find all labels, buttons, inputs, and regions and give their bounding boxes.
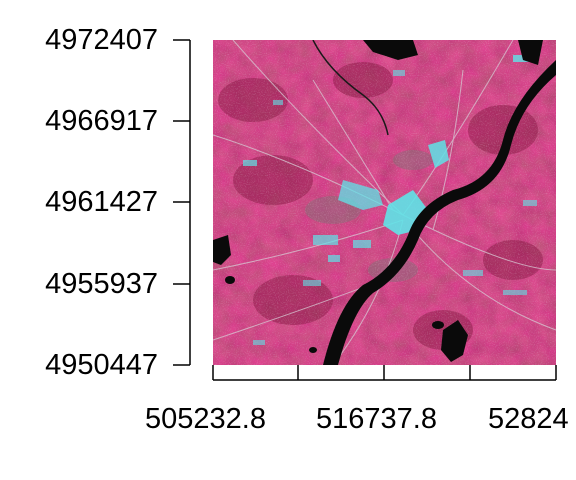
road-speckle	[213, 40, 556, 365]
satellite-raster	[213, 40, 556, 365]
stream	[312, 40, 389, 136]
y-tick-label: 4961427	[45, 186, 158, 218]
water-bodies	[213, 40, 543, 362]
y-tick-label: 4972407	[45, 24, 158, 56]
river	[323, 60, 556, 365]
y-tick-label: 4950447	[45, 349, 158, 381]
y-tick-label: 4955937	[45, 268, 158, 300]
x-tick-label: 505232.8	[145, 403, 266, 435]
urban-areas	[243, 55, 537, 345]
x-tick-label: 516737.8	[316, 403, 437, 435]
y-tick-label: 4966917	[45, 105, 158, 137]
x-tick-label: 52824	[488, 403, 569, 435]
